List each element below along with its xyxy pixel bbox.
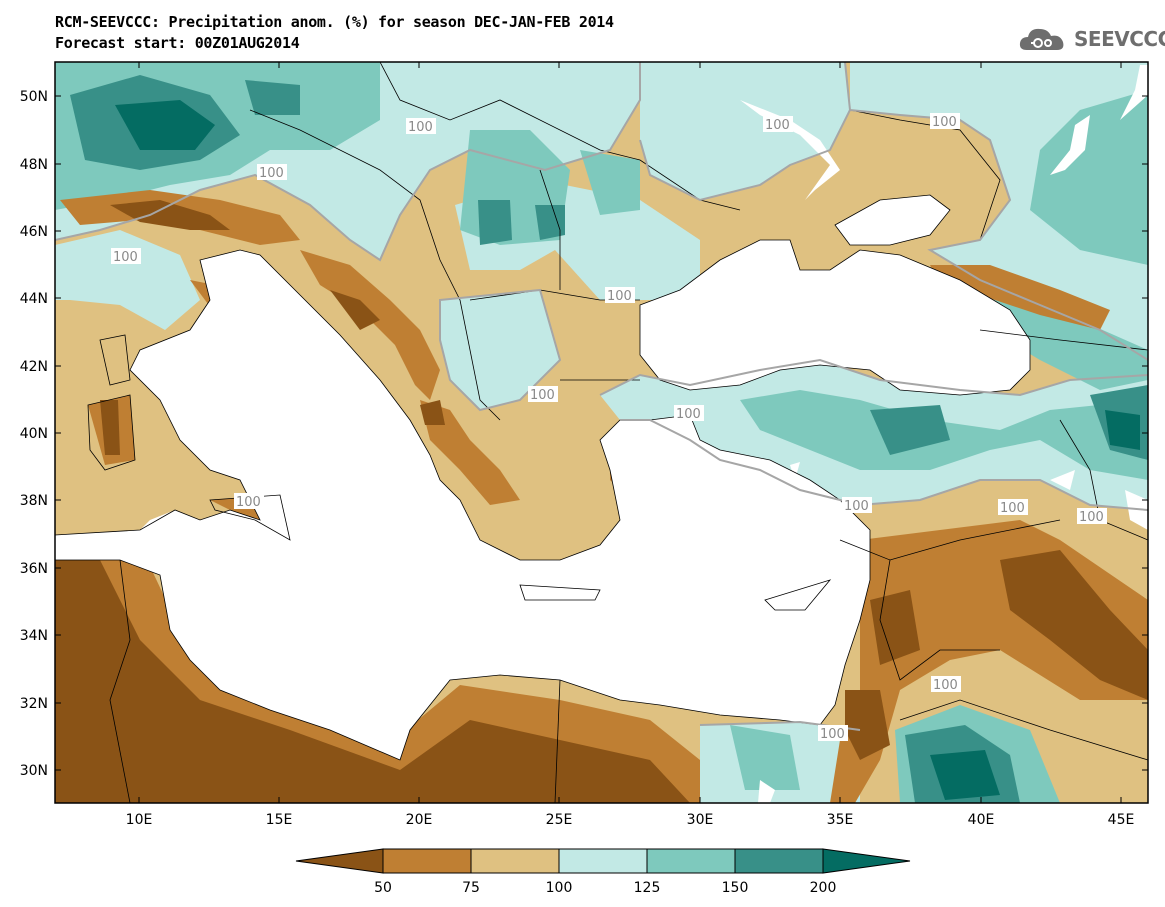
lat-label: 46N bbox=[20, 224, 48, 240]
lake-tuz bbox=[790, 462, 800, 480]
lat-label: 50N bbox=[20, 89, 48, 105]
lat-label: 38N bbox=[20, 493, 48, 509]
contour-label: 100 bbox=[765, 118, 790, 133]
lon-label: 35E bbox=[827, 812, 854, 828]
lon-label: 40E bbox=[968, 812, 995, 828]
contour-label: 100 bbox=[676, 407, 701, 422]
latitude-axis: 50N 48N 46N 44N 42N 40N 38N 36N 34N 32N … bbox=[20, 89, 1148, 779]
contour-labels: 100 100 100 100 100 100 100 100 100 100 … bbox=[111, 113, 1107, 742]
contour-label: 100 bbox=[844, 499, 869, 514]
colorbar-label: 125 bbox=[634, 880, 661, 896]
colorbar-label: 100 bbox=[546, 880, 573, 896]
seevccc-logo: SEEVCCC bbox=[1017, 22, 1165, 56]
lon-label: 20E bbox=[406, 812, 433, 828]
colorbar-segment-75-100 bbox=[470, 848, 560, 874]
colorbar-segment-under-50 bbox=[295, 848, 384, 874]
lat-label: 42N bbox=[20, 359, 48, 375]
contour-label: 100 bbox=[932, 115, 957, 130]
contour-label: 100 bbox=[408, 120, 433, 135]
colorbar-label: 150 bbox=[722, 880, 749, 896]
lat-label: 40N bbox=[20, 426, 48, 442]
chart-title: RCM-SEEVCCC: Precipitation anom. (%) for… bbox=[55, 13, 614, 31]
colorbar-label: 200 bbox=[810, 880, 837, 896]
colorbar-segment-over-200 bbox=[822, 848, 911, 874]
colorbar-segment-125-150 bbox=[646, 848, 736, 874]
colorbar-segment-50-75 bbox=[382, 848, 472, 874]
colorbar-label: 75 bbox=[462, 880, 480, 896]
lon-label: 45E bbox=[1108, 812, 1135, 828]
contour-label: 100 bbox=[820, 727, 845, 742]
missing-area-2 bbox=[1120, 65, 1148, 120]
missing-area-3 bbox=[1050, 115, 1090, 175]
colorbar-segment-150-200 bbox=[734, 848, 824, 874]
lat-label: 34N bbox=[20, 628, 48, 644]
colorbar-labels: 50 75 100 125 150 200 bbox=[374, 880, 836, 896]
contour-label: 100 bbox=[236, 495, 261, 510]
longitude-axis: 10E 15E 20E 25E 30E 35E 40E 45E bbox=[126, 62, 1135, 828]
lat-label: 36N bbox=[20, 561, 48, 577]
borders bbox=[55, 62, 1148, 803]
colorbar bbox=[295, 848, 911, 874]
contour-label: 100 bbox=[933, 678, 958, 693]
contour-label: 100 bbox=[113, 250, 138, 265]
lon-label: 10E bbox=[126, 812, 153, 828]
contour-label: 100 bbox=[259, 166, 284, 181]
contour-label: 100 bbox=[1000, 501, 1025, 516]
cloud-icon bbox=[1019, 28, 1064, 50]
anomaly-field bbox=[55, 62, 1148, 803]
contour-label: 100 bbox=[607, 289, 632, 304]
lat-label: 48N bbox=[20, 157, 48, 173]
logo-text: SEEVCCC bbox=[1074, 27, 1165, 51]
lon-label: 15E bbox=[266, 812, 293, 828]
lat-label: 30N bbox=[20, 763, 48, 779]
band-over-200 bbox=[115, 100, 1140, 800]
lon-label: 25E bbox=[546, 812, 573, 828]
lat-label: 32N bbox=[20, 696, 48, 712]
contour-label: 100 bbox=[530, 388, 555, 403]
lake-van bbox=[1050, 470, 1075, 490]
band-under-50 bbox=[55, 200, 1148, 803]
forecast-start-label: Forecast start: 00Z01AUG2014 bbox=[55, 34, 300, 52]
colorbar-segment-100-125 bbox=[558, 848, 648, 874]
lon-label: 30E bbox=[687, 812, 714, 828]
lat-label: 44N bbox=[20, 291, 48, 307]
contour-label: 100 bbox=[1079, 510, 1104, 525]
colorbar-label: 50 bbox=[374, 880, 392, 896]
